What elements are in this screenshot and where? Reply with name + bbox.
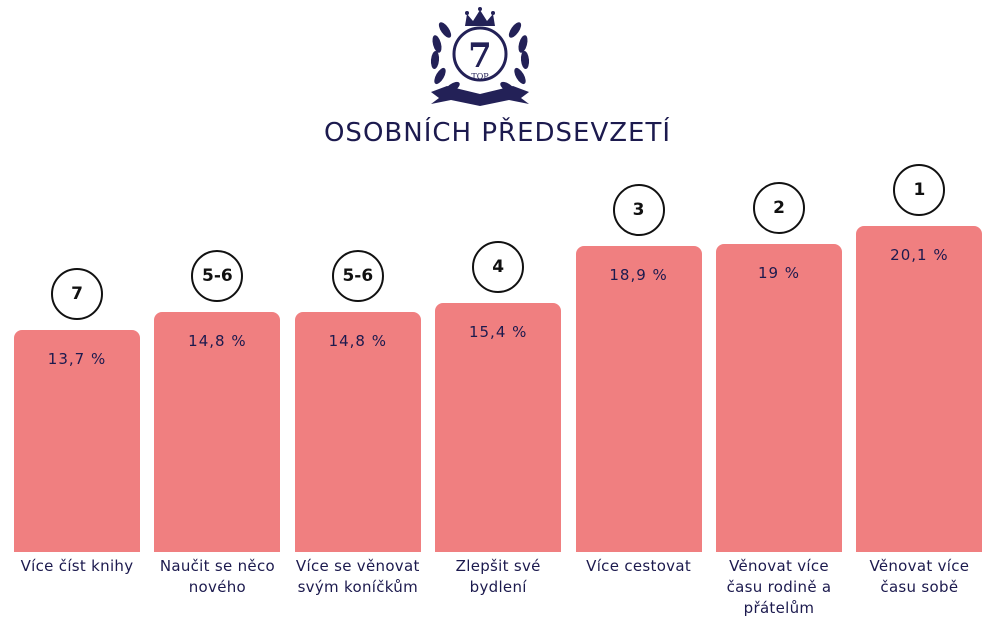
bar-3 <box>294 312 421 552</box>
top-7-laurel-logo: 7 TOP <box>430 7 530 106</box>
category-label-2: Naučit se něco nového <box>159 557 275 596</box>
value-label-6: 19 % <box>757 264 801 283</box>
rank-badge-4: 4 <box>472 240 525 293</box>
bar-7 <box>856 226 983 552</box>
bar-5 <box>575 245 702 552</box>
category-label-5: Více cestovat <box>586 557 692 575</box>
category-label-1: Více číst knihy <box>20 557 134 575</box>
value-label-2: 14,8 % <box>188 332 247 351</box>
logo-label: TOP <box>471 72 489 81</box>
value-label-7: 20,1 % <box>890 246 949 265</box>
rank-badge-3: 5-6 <box>331 250 384 303</box>
category-label-4: Zlepšit své bydlení <box>455 557 541 596</box>
rank-badge-1: 7 <box>51 268 103 321</box>
category-label-6: Věnovat více času rodině a přátelům <box>726 557 832 617</box>
bar-2 <box>154 312 281 552</box>
bar-6 <box>716 244 842 552</box>
chart-title: OSOBNÍCH PŘEDSEVZETÍ <box>323 118 672 148</box>
bar-4 <box>435 302 562 552</box>
value-label-4: 15,4 % <box>468 322 528 341</box>
value-label-5: 18,9 % <box>609 265 668 284</box>
rank-badge-7: 1 <box>893 164 946 217</box>
rank-badge-2: 5-6 <box>191 250 244 303</box>
value-label-3: 14,8 % <box>328 332 387 351</box>
category-label-3: Více se věnovat svým koníčkům <box>295 557 420 596</box>
bar-1 <box>14 330 140 552</box>
logo-number: 7 <box>468 36 492 76</box>
category-label-7: Věnovat více času sobě <box>869 557 970 596</box>
rank-badge-6: 2 <box>753 182 805 235</box>
value-label-1: 13,7 % <box>47 350 107 369</box>
rank-badge-5: 3 <box>612 183 665 236</box>
